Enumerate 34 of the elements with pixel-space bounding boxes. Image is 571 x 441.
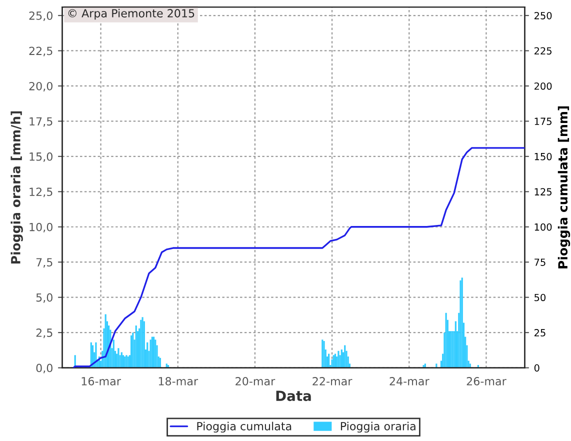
legend-label: Pioggia oraria: [340, 422, 416, 433]
y-tick-label: 12,5: [30, 188, 52, 198]
y-tick-label: 7,5: [36, 258, 52, 268]
y2-axis-title: Pioggia cumulata [mm]: [558, 106, 570, 268]
x-tick-label: 24-mar: [390, 377, 430, 386]
y2-tick-label: 175: [534, 118, 552, 126]
y-tick-label: 17,5: [30, 117, 52, 127]
y2-tick-label: 250: [534, 12, 552, 20]
y2-tick-label: 25: [534, 329, 546, 336]
y-tick-label: 20,0: [29, 82, 52, 92]
y-tick-label: 2,5: [36, 328, 52, 338]
y2-tick-label: 125: [534, 188, 552, 196]
annotation: © Arpa Piemonte 2015: [68, 8, 194, 20]
y2-tick-label: 225: [534, 47, 552, 55]
y2-tick-label: 75: [534, 258, 546, 266]
y-tick-label: 10,0: [30, 222, 52, 232]
y2-tick-label: 0: [534, 364, 540, 372]
x-tick-label: 18-mar: [158, 377, 198, 386]
y-tick-label: 0,0: [36, 364, 52, 374]
y2-tick-label: 200: [534, 82, 552, 90]
x-tick-label: 22-mar: [312, 377, 352, 386]
y-tick-label: 15,0: [30, 152, 52, 162]
legend-label: Pioggia cumulata: [197, 422, 292, 433]
y-tick-label: 25,0: [29, 11, 52, 22]
y2-tick-label: 50: [534, 294, 546, 302]
x-tick-label: 26-mar: [466, 377, 506, 386]
y-tick-label: 22,5: [29, 46, 52, 56]
x-tick-label: 16-mar: [82, 377, 121, 386]
x-axis-title: Data: [276, 390, 311, 402]
y2-tick-label: 100: [534, 223, 552, 231]
y-axis-title: Pioggia oraria [mm/h]: [10, 111, 23, 264]
y-tick-label: 5,0: [36, 293, 52, 303]
x-tick-label: 20-mar: [236, 377, 276, 386]
y2-tick-label: 150: [534, 152, 552, 160]
